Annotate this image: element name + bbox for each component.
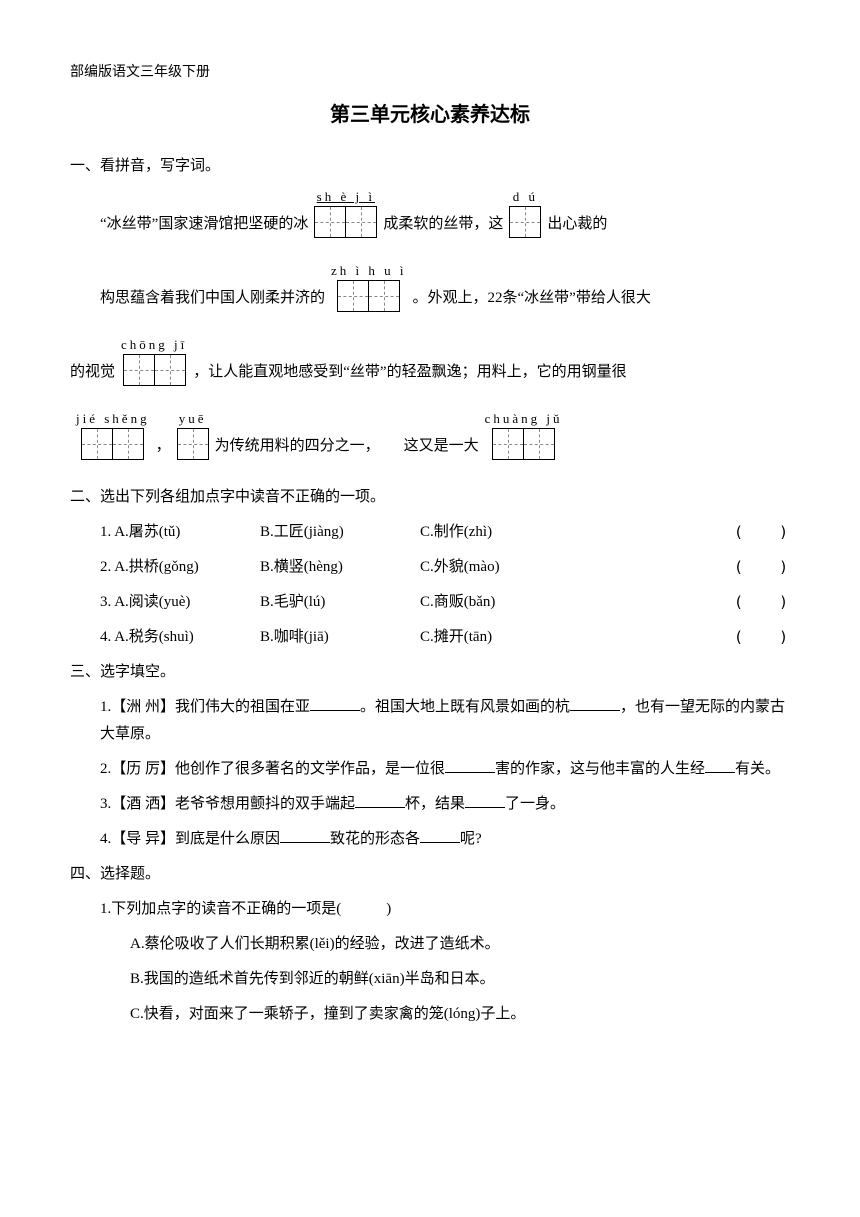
text: ， [156, 433, 171, 460]
fill-line-1: “冰丝带”国家速滑馆把坚硬的冰 sh è j ì 成柔软的丝带，这 d ú 出心… [70, 188, 790, 238]
q4-1: 1.下列加点字的读音不正确的一项是( ) [70, 896, 790, 923]
answer-paren: ( ) [734, 519, 790, 546]
text: ，让人能直观地感受到“丝带”的轻盈飘逸；用料上，它的用钢量很 [193, 359, 626, 386]
pinyin-label: jié shěng [76, 410, 150, 428]
option-b: B.工匠(jiàng) [260, 519, 420, 546]
option-b: B.毛驴(lú) [260, 589, 420, 616]
option-c: C.外貌(mào) [420, 554, 734, 581]
fill-line-4: jié shěng ， yuē 为传统用料的四分之一， 这又是一大 chuàng… [70, 410, 790, 460]
q3-4: 4.【导 异】到底是什么原因致花的形态各呢? [70, 826, 790, 853]
option-a: 1. A.屠苏(tǔ) [100, 519, 260, 546]
pinyin-label: yuē [179, 410, 207, 428]
pinyin-label: chōng jī [121, 336, 187, 354]
pinyin-label: d ú [513, 188, 538, 206]
q2-row-2: 2. A.拱桥(gǒng) B.横竖(hèng) C.外貌(mào) ( ) [70, 554, 790, 581]
answer-paren: ( ) [734, 624, 790, 651]
option-a: 2. A.拱桥(gǒng) [100, 554, 260, 581]
option-b: B.横竖(hèng) [260, 554, 420, 581]
text: 。外观上，22条“冰丝带”带给人很大 [413, 285, 651, 312]
q3-3: 3.【酒 洒】老爷爷想用颤抖的双手端起杯，结果了一身。 [70, 791, 790, 818]
section-2-heading: 二、选出下列各组加点字中读音不正确的一项。 [70, 484, 790, 511]
answer-paren: ( ) [734, 589, 790, 616]
pinyin-box-du: d ú [509, 188, 541, 238]
pinyin-label: zh ì h u ì [331, 262, 407, 280]
section-1-heading: 一、看拼音，写字词。 [70, 153, 790, 180]
q4-1-a: A.蔡伦吸收了人们长期积累(lěi)的经验，改进了造纸术。 [70, 931, 790, 958]
q4-1-c: C.快看，对面来了一乘轿子，撞到了卖家禽的笼(lóng)子上。 [70, 1001, 790, 1028]
pinyin-box-chuangju: chuàng jǔ [485, 410, 563, 460]
text: 成柔软的丝带，这 [383, 211, 503, 238]
q3-1: 1.【洲 州】我们伟大的祖国在亚。祖国大地上既有风景如画的杭，也有一望无际的内蒙… [70, 694, 790, 748]
fill-line-3: 的视觉 chōng jī ，让人能直观地感受到“丝带”的轻盈飘逸；用料上，它的用… [70, 336, 790, 386]
pinyin-box-jiesheng: jié shěng [76, 410, 150, 460]
q2-row-1: 1. A.屠苏(tǔ) B.工匠(jiàng) C.制作(zhì) ( ) [70, 519, 790, 546]
pinyin-label: chuàng jǔ [485, 410, 563, 428]
text: 构思蕴含着我们中国人刚柔并济的 [100, 285, 325, 312]
option-c: C.制作(zhì) [420, 519, 734, 546]
text: 出心裁的 [547, 211, 607, 238]
pinyin-box-chongji: chōng jī [121, 336, 187, 386]
option-c: C.商贩(bǎn) [420, 589, 734, 616]
pinyin-box-zhihui: zh ì h u ì [331, 262, 407, 312]
book-header: 部编版语文三年级下册 [70, 60, 790, 85]
q2-row-4: 4. A.税务(shuì) B.咖啡(jiā) C.摊开(tān) ( ) [70, 624, 790, 651]
page-title: 第三单元核心素养达标 [70, 97, 790, 133]
section-4-heading: 四、选择题。 [70, 861, 790, 888]
answer-paren: ( ) [734, 554, 790, 581]
pinyin-box-yue: yuē [177, 410, 209, 460]
q2-row-3: 3. A.阅读(yuè) B.毛驴(lú) C.商贩(bǎn) ( ) [70, 589, 790, 616]
option-b: B.咖啡(jiā) [260, 624, 420, 651]
text: 的视觉 [70, 359, 115, 386]
pinyin-box-sheji: sh è j ì [314, 188, 377, 238]
option-a: 3. A.阅读(yuè) [100, 589, 260, 616]
option-a: 4. A.税务(shuì) [100, 624, 260, 651]
q3-2: 2.【历 厉】他创作了很多著名的文学作品，是一位很害的作家，这与他丰富的人生经有… [70, 756, 790, 783]
q4-1-b: B.我国的造纸术首先传到邻近的朝鲜(xiān)半岛和日本。 [70, 966, 790, 993]
option-c: C.摊开(tān) [420, 624, 734, 651]
section-3-heading: 三、选字填空。 [70, 659, 790, 686]
text: “冰丝带”国家速滑馆把坚硬的冰 [100, 211, 308, 238]
pinyin-label: sh è j ì [317, 188, 375, 206]
text: 为传统用料的四分之一， [215, 433, 380, 460]
fill-line-2: 构思蕴含着我们中国人刚柔并济的 zh ì h u ì 。外观上，22条“冰丝带”… [70, 262, 790, 312]
text: 这又是一大 [404, 433, 479, 460]
